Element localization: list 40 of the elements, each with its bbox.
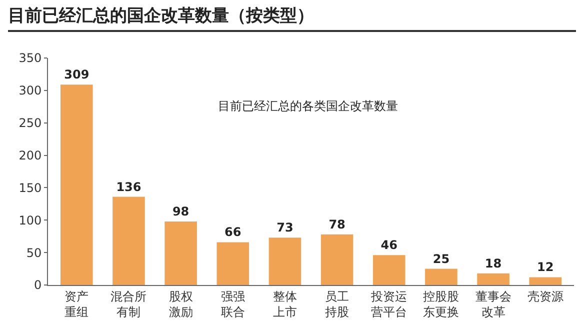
data-label: 73 — [276, 220, 294, 235]
x-tick-label: 整体上市 — [272, 289, 297, 319]
data-label: 25 — [432, 252, 450, 266]
data-label: 18 — [484, 256, 502, 270]
chart-title: 目前已经汇总的国企改革数量（按类型） — [8, 5, 314, 27]
data-label: 98 — [172, 204, 190, 218]
bar — [425, 268, 458, 285]
y-tick-label: 0 — [34, 278, 42, 292]
data-label: 46 — [380, 238, 398, 252]
y-tick-label: 200 — [18, 148, 42, 162]
x-tick-label: 董事会改革 — [475, 289, 512, 319]
data-label: 66 — [224, 225, 242, 240]
y-tick-label: 250 — [18, 116, 42, 130]
bar — [216, 242, 250, 285]
bar — [60, 84, 93, 285]
x-tick-label: 壳资源 — [527, 289, 564, 304]
data-label: 309 — [64, 68, 90, 82]
x-tick-label: 资产重组 — [64, 289, 89, 319]
bar — [164, 221, 197, 285]
data-label: 78 — [328, 217, 346, 232]
y-tick-label: 300 — [18, 84, 42, 98]
x-tick-label: 员工持股 — [325, 289, 350, 319]
bar — [320, 234, 354, 285]
y-tick-label: 50 — [26, 246, 42, 260]
bar — [529, 277, 562, 285]
y-tick-label: 350 — [18, 51, 42, 66]
bar — [268, 238, 302, 285]
y-tick-label: 100 — [18, 213, 42, 228]
bar — [477, 273, 510, 285]
x-tick-label: 控股股东更换 — [423, 289, 460, 319]
x-tick-label: 强强联合 — [220, 289, 245, 319]
annotation: 目前已经汇总的各类国企改革数量 — [218, 99, 398, 113]
x-tick-label: 股权激励 — [168, 289, 193, 319]
data-label: 136 — [116, 180, 142, 194]
y-tick-label: 150 — [18, 180, 42, 195]
x-tick-label: 混合所有制 — [110, 289, 147, 319]
data-label: 12 — [537, 260, 554, 274]
bar — [112, 196, 145, 285]
x-tick-label: 投资运营平台 — [370, 289, 408, 319]
bar — [372, 255, 406, 285]
